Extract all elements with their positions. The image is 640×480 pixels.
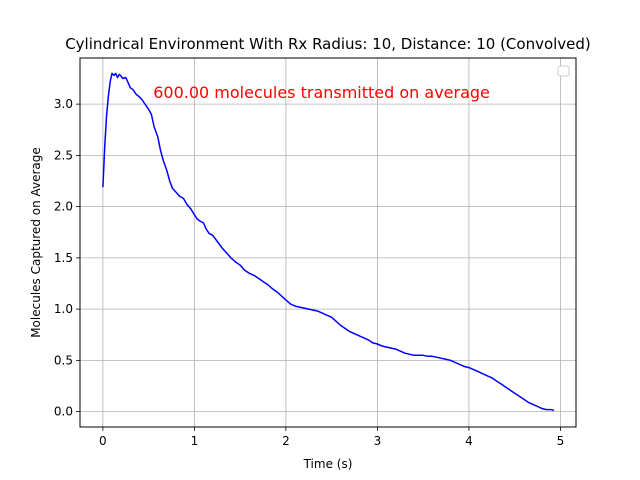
y-tick-label: 1.5 (54, 251, 73, 265)
y-tick-label: 0.5 (54, 353, 73, 367)
y-tick-label: 1.0 (54, 302, 73, 316)
x-tick-label: 2 (282, 434, 290, 448)
annotation-text: 600.00 molecules transmitted on average (153, 83, 490, 102)
x-tick-label: 5 (557, 434, 565, 448)
data-series-line (102, 72, 555, 412)
y-tick-label: 2.0 (54, 200, 73, 214)
y-tick-label: 0.0 (54, 405, 73, 419)
y-tick-label: 2.5 (54, 148, 73, 162)
x-tick-label: 4 (465, 434, 473, 448)
y-axis-ticks: 0.0 0.5 1.0 1.5 2.0 2.5 3.0 (54, 97, 80, 419)
x-axis-ticks: 0 1 2 3 4 5 (99, 427, 564, 448)
y-tick-label: 3.0 (54, 97, 73, 111)
axes-frame (79, 57, 577, 428)
x-tick-label: 0 (99, 434, 107, 448)
plot-area (102, 72, 555, 412)
y-axis-label: Molecules Captured on Average (29, 147, 43, 338)
legend-box (557, 65, 570, 77)
chart-title: Cylindrical Environment With Rx Radius: … (65, 35, 591, 53)
x-axis-label: Time (s) (303, 457, 353, 471)
x-tick-label: 3 (374, 434, 382, 448)
x-tick-label: 1 (191, 434, 199, 448)
